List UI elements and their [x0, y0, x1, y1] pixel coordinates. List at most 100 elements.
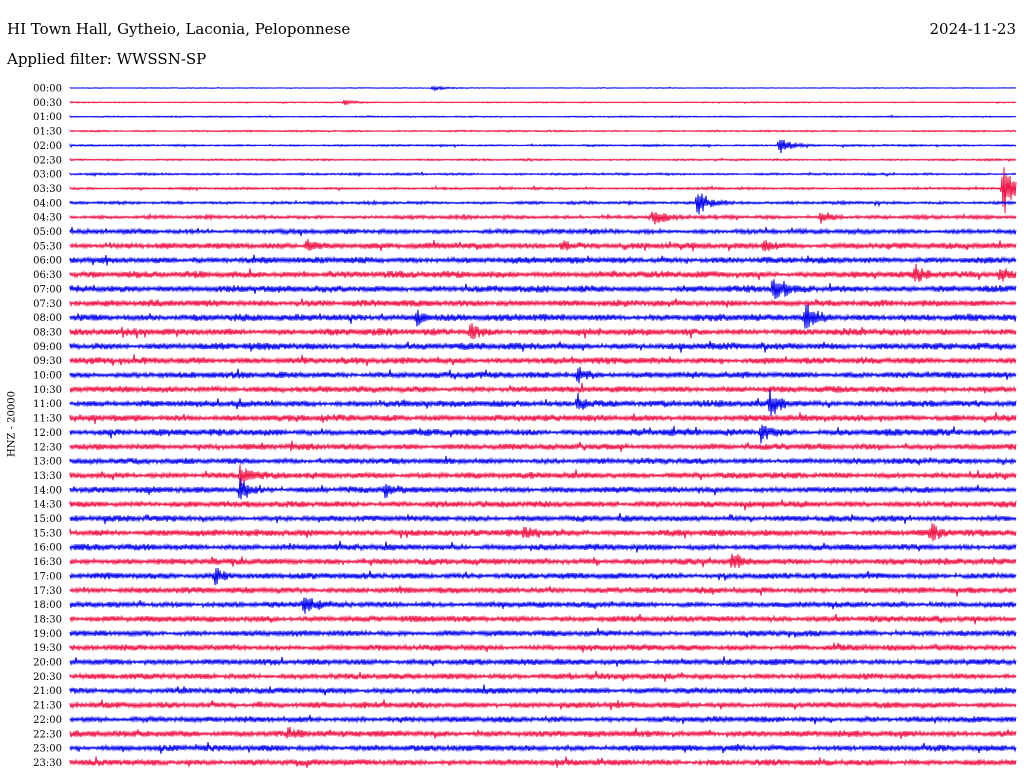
- trace-line-1000: [69, 366, 1017, 384]
- trace-line-0600: [69, 254, 1017, 266]
- trace-line-1600: [69, 540, 1017, 553]
- trace-line-1230: [69, 440, 1017, 452]
- trace-line-0330: [69, 167, 1017, 214]
- row-time-label: 19:30: [33, 643, 62, 654]
- row-time-label: 03:30: [33, 184, 62, 195]
- station-title: HI Town Hall, Gytheio, Laconia, Peloponn…: [7, 20, 351, 38]
- trace-line-0200: [69, 139, 1017, 154]
- trace-line-1900: [69, 628, 1017, 638]
- trace-line-2130: [69, 699, 1017, 711]
- trace-line-2100: [69, 684, 1017, 696]
- row-time-label: 13:00: [33, 457, 62, 468]
- trace-line-1200: [69, 424, 1017, 444]
- row-time-label: 20:30: [33, 672, 62, 683]
- row-time-label: 11:00: [33, 399, 62, 410]
- trace-line-1130: [69, 412, 1017, 425]
- row-time-label: 16:30: [33, 557, 62, 568]
- trace-line-0830: [69, 323, 1017, 340]
- row-time-label: 14:30: [33, 500, 62, 511]
- trace-line-1300: [69, 455, 1017, 466]
- trace-line-1030: [69, 382, 1017, 395]
- row-time-label: 15:00: [33, 514, 62, 525]
- trace-line-0700: [69, 279, 1017, 300]
- trace-line-0900: [69, 340, 1017, 353]
- trace-line-1830: [69, 613, 1017, 625]
- row-time-label: 18:00: [33, 600, 62, 611]
- row-time-label: 06:30: [33, 270, 62, 281]
- trace-line-1930: [69, 642, 1017, 653]
- row-time-label: 04:30: [33, 213, 62, 224]
- row-time-label: 03:00: [33, 170, 62, 181]
- row-time-label: 00:30: [33, 98, 62, 109]
- trace-line-2230: [69, 726, 1017, 739]
- trace-line-1400: [69, 478, 1017, 500]
- row-time-label: 22:00: [33, 715, 62, 726]
- row-time-label: 10:30: [33, 385, 62, 396]
- row-time-label: 14:00: [33, 485, 62, 496]
- row-time-label: 05:30: [33, 241, 62, 252]
- trace-line-1100: [69, 389, 1017, 416]
- row-time-label: 18:30: [33, 614, 62, 625]
- row-time-label: 17:00: [33, 571, 62, 582]
- row-time-label: 13:30: [33, 471, 62, 482]
- trace-line-0000: [69, 85, 1017, 92]
- row-time-label: 04:00: [33, 198, 62, 209]
- trace-line-0930: [69, 354, 1017, 367]
- row-time-label: 08:00: [33, 313, 62, 324]
- row-time-label: 02:00: [33, 141, 62, 152]
- trace-line-1500: [69, 513, 1017, 525]
- trace-line-0130: [69, 129, 1017, 134]
- row-time-label: 02:30: [33, 155, 62, 166]
- row-time-label: 17:30: [33, 586, 62, 597]
- trace-line-1700: [69, 567, 1017, 586]
- trace-line-0530: [69, 239, 1017, 252]
- trace-line-2200: [69, 714, 1017, 725]
- row-time-label: 00:00: [33, 84, 62, 95]
- trace-line-1630: [69, 553, 1017, 569]
- trace-line-0100: [69, 114, 1017, 119]
- row-time-label: 23:30: [33, 758, 62, 769]
- row-time-label: 23:00: [33, 744, 62, 755]
- row-time-label: 21:30: [33, 701, 62, 712]
- filter-label: Applied filter: WWSSN-SP: [7, 50, 207, 68]
- row-time-label: 12:00: [33, 428, 62, 439]
- row-time-label: 19:00: [33, 629, 62, 640]
- row-time-label: 15:30: [33, 528, 62, 539]
- trace-line-1330: [69, 464, 1017, 486]
- row-time-label: 06:00: [33, 256, 62, 267]
- trace-line-1530: [69, 523, 1017, 542]
- row-time-label: 01:00: [33, 112, 62, 123]
- trace-line-0730: [69, 298, 1017, 308]
- trace-line-0400: [69, 193, 1017, 215]
- row-time-label: 09:30: [33, 356, 62, 367]
- trace-line-0230: [69, 157, 1017, 163]
- row-time-label: 07:00: [33, 284, 62, 295]
- trace-line-0030: [69, 99, 1017, 106]
- row-time-label: 16:00: [33, 543, 62, 554]
- trace-line-2300: [69, 741, 1017, 754]
- row-time-label: 01:30: [33, 127, 62, 138]
- trace-line-2030: [69, 670, 1017, 682]
- row-time-label: 11:30: [33, 414, 62, 425]
- trace-line-0630: [69, 263, 1017, 282]
- trace-line-0300: [69, 170, 1017, 178]
- row-time-label: 21:00: [33, 686, 62, 697]
- row-time-label: 12:30: [33, 442, 62, 453]
- row-time-label: 08:30: [33, 327, 62, 338]
- trace-line-2330: [69, 756, 1017, 769]
- trace-line-1430: [69, 499, 1017, 511]
- row-time-label: 20:00: [33, 658, 62, 669]
- row-time-label: 05:00: [33, 227, 62, 238]
- trace-line-0800: [69, 304, 1017, 329]
- row-time-label: 09:00: [33, 342, 62, 353]
- trace-line-0500: [69, 226, 1017, 237]
- trace-line-2000: [69, 656, 1017, 667]
- row-time-label: 10:00: [33, 371, 62, 382]
- row-time-label: 07:30: [33, 299, 62, 310]
- row-time-label: 22:30: [33, 729, 62, 740]
- trace-line-1730: [69, 585, 1017, 597]
- trace-line-1800: [69, 597, 1017, 614]
- trace-line-0430: [69, 211, 1017, 225]
- record-date: 2024-11-23: [929, 20, 1016, 38]
